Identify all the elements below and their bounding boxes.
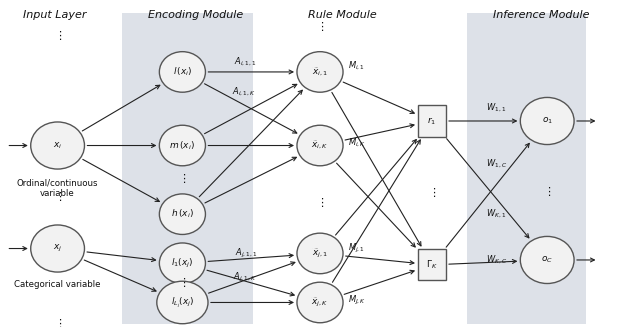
Text: $m\,(x_i)$: $m\,(x_i)$ bbox=[170, 139, 195, 152]
Bar bbox=[418, 249, 446, 280]
Text: $\vdots$: $\vdots$ bbox=[543, 185, 551, 198]
Ellipse shape bbox=[520, 236, 574, 284]
Ellipse shape bbox=[159, 52, 205, 92]
Text: $\vdots$: $\vdots$ bbox=[428, 186, 436, 199]
Text: $\vdots$: $\vdots$ bbox=[54, 190, 61, 203]
Text: $\widetilde{x}_{j,1}$: $\widetilde{x}_{j,1}$ bbox=[312, 247, 328, 260]
Text: $W_{1,1}$: $W_{1,1}$ bbox=[486, 102, 506, 114]
Ellipse shape bbox=[297, 52, 343, 92]
Text: Rule Module: Rule Module bbox=[308, 10, 377, 20]
FancyBboxPatch shape bbox=[122, 13, 253, 324]
Text: $\vdots$: $\vdots$ bbox=[54, 317, 61, 327]
Text: $W_{K,1}$: $W_{K,1}$ bbox=[486, 208, 507, 220]
Text: $M_{i,K}$: $M_{i,K}$ bbox=[348, 137, 365, 149]
Text: $W_{1,C}$: $W_{1,C}$ bbox=[486, 157, 508, 170]
Ellipse shape bbox=[297, 233, 343, 274]
Text: $r_1$: $r_1$ bbox=[428, 115, 436, 127]
Text: $o_C$: $o_C$ bbox=[541, 255, 553, 265]
Text: $o_1$: $o_1$ bbox=[541, 116, 553, 126]
Text: $\widetilde{x}_{i,1}$: $\widetilde{x}_{i,1}$ bbox=[312, 66, 328, 78]
Text: $x_i$: $x_i$ bbox=[53, 140, 62, 151]
Text: $M_{i,1}$: $M_{i,1}$ bbox=[348, 59, 365, 72]
Text: $\vdots$: $\vdots$ bbox=[179, 276, 186, 289]
Ellipse shape bbox=[159, 125, 205, 166]
Text: $\vdots$: $\vdots$ bbox=[316, 20, 324, 33]
Text: $\Gamma_K$: $\Gamma_K$ bbox=[426, 259, 438, 271]
Ellipse shape bbox=[520, 97, 574, 145]
Bar bbox=[418, 105, 446, 137]
Text: $A_{i,1,1}$: $A_{i,1,1}$ bbox=[234, 56, 256, 68]
Text: $A_{j,1,K}$: $A_{j,1,K}$ bbox=[233, 271, 257, 284]
Ellipse shape bbox=[157, 281, 208, 324]
Text: Categorical variable: Categorical variable bbox=[14, 280, 101, 289]
Ellipse shape bbox=[159, 243, 205, 284]
Ellipse shape bbox=[31, 225, 84, 272]
Text: $x_j$: $x_j$ bbox=[53, 243, 62, 254]
Text: $M_{J,K}$: $M_{J,K}$ bbox=[348, 294, 365, 307]
Ellipse shape bbox=[297, 282, 343, 323]
Text: $l_1(x_j)$: $l_1(x_j)$ bbox=[172, 257, 193, 270]
Ellipse shape bbox=[159, 194, 205, 234]
Text: $\widetilde{x}_{i,K}$: $\widetilde{x}_{i,K}$ bbox=[312, 140, 328, 151]
Text: $l_{L_j}(x_j)$: $l_{L_j}(x_j)$ bbox=[171, 295, 194, 310]
Text: $M_{j,1}$: $M_{j,1}$ bbox=[348, 242, 365, 255]
Text: $\vdots$: $\vdots$ bbox=[179, 172, 186, 185]
Text: $\widetilde{x}_{j,K}$: $\widetilde{x}_{j,K}$ bbox=[312, 296, 328, 309]
Text: Inference Module: Inference Module bbox=[493, 10, 589, 20]
FancyBboxPatch shape bbox=[467, 13, 586, 324]
Text: Input Layer: Input Layer bbox=[22, 10, 86, 20]
Text: $\vdots$: $\vdots$ bbox=[54, 29, 61, 43]
Ellipse shape bbox=[297, 125, 343, 166]
Text: Encoding Module: Encoding Module bbox=[148, 10, 243, 20]
Text: $h\,(x_i)$: $h\,(x_i)$ bbox=[171, 208, 194, 220]
Text: $A_{j,1,1}$: $A_{j,1,1}$ bbox=[235, 247, 257, 260]
Ellipse shape bbox=[31, 122, 84, 169]
Text: $W_{K,C}$: $W_{K,C}$ bbox=[486, 254, 508, 266]
Text: $l\,(x_i)$: $l\,(x_i)$ bbox=[173, 66, 192, 78]
Text: $\vdots$: $\vdots$ bbox=[316, 196, 324, 209]
Text: Ordinal/continuous
variable: Ordinal/continuous variable bbox=[17, 178, 99, 198]
Text: $A_{i,1,K}$: $A_{i,1,K}$ bbox=[232, 85, 255, 98]
